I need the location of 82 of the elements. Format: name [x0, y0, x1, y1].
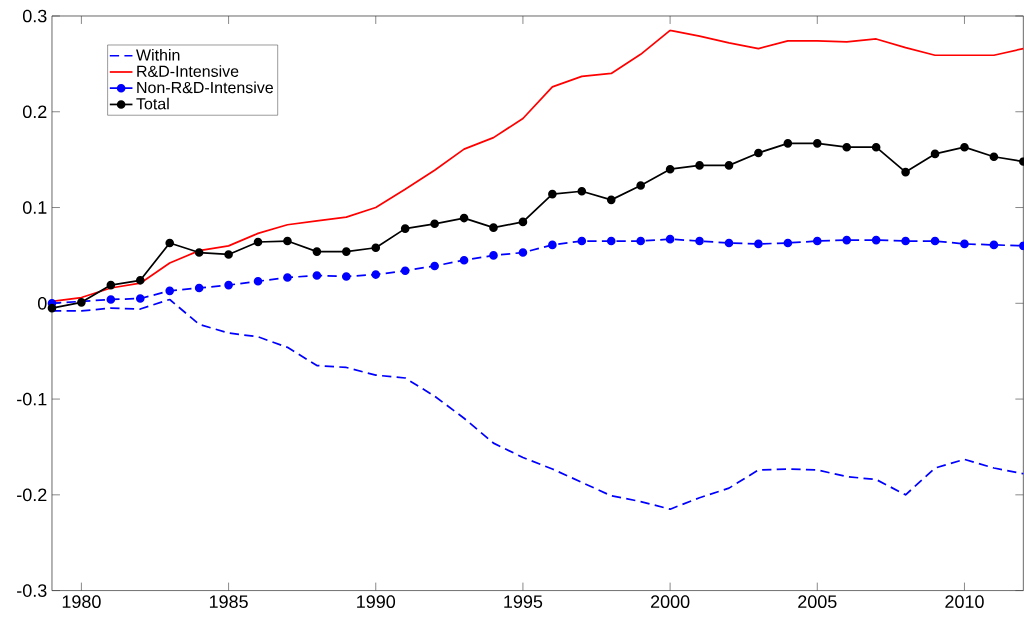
- point: [224, 250, 233, 259]
- x-tick-label: 1980: [62, 595, 101, 609]
- x-tick-label: 1990: [357, 595, 396, 609]
- point: [489, 251, 498, 260]
- point: [135, 276, 145, 285]
- point: [960, 143, 969, 152]
- point: [754, 148, 763, 158]
- x-tick-label: 1995: [504, 595, 543, 609]
- legend-label: Non-R&D-Intensive: [137, 81, 273, 94]
- point: [312, 247, 322, 257]
- point: [342, 247, 351, 257]
- y-tick-label: 0: [37, 297, 47, 310]
- point: [842, 143, 852, 152]
- point: [901, 236, 910, 246]
- point: [548, 240, 557, 250]
- point: [224, 280, 233, 290]
- point: [518, 217, 528, 227]
- point: [371, 270, 381, 280]
- point: [871, 143, 881, 152]
- point: [606, 236, 616, 246]
- point: [724, 161, 734, 170]
- point: [606, 195, 616, 205]
- point: [312, 271, 322, 281]
- point: [253, 277, 263, 286]
- point: [135, 294, 145, 304]
- point: [636, 181, 645, 191]
- point: [518, 248, 528, 258]
- point: [371, 243, 381, 253]
- point: [636, 236, 645, 246]
- point: [960, 239, 969, 249]
- point: [459, 256, 469, 265]
- point: [400, 266, 410, 276]
- x-tick-label: 2010: [945, 595, 984, 609]
- point: [194, 248, 204, 258]
- y-tick-label: -0.2: [17, 488, 47, 502]
- point: [165, 238, 175, 248]
- point: [783, 238, 793, 248]
- point: [989, 152, 999, 162]
- point: [77, 298, 86, 307]
- point: [577, 236, 587, 246]
- legend-label: Within: [136, 49, 180, 61]
- point: [489, 223, 498, 233]
- x-tick-label: 2005: [798, 595, 837, 609]
- point: [989, 240, 999, 250]
- point: [400, 224, 410, 234]
- point: [283, 236, 292, 246]
- point: [901, 167, 910, 177]
- point: [106, 280, 116, 290]
- point: [430, 261, 439, 271]
- point: [665, 235, 675, 244]
- point: [106, 295, 116, 304]
- point: [871, 235, 881, 245]
- point: [165, 286, 175, 296]
- point: [724, 238, 734, 248]
- point: [430, 219, 439, 229]
- y-tick-label: -0.3: [17, 584, 47, 598]
- y-tick-label: 0.2: [22, 105, 47, 119]
- point: [253, 237, 263, 247]
- y-tick-label: 0.3: [22, 9, 47, 23]
- y-tick-label: 0.1: [22, 201, 47, 215]
- point: [695, 236, 704, 246]
- point: [695, 161, 704, 170]
- y-tick-label: -0.1: [17, 392, 47, 406]
- point: [459, 213, 469, 223]
- point: [548, 190, 557, 199]
- x-tick-label: 2000: [651, 595, 690, 609]
- point: [665, 165, 675, 174]
- point: [812, 139, 822, 148]
- point: [194, 283, 204, 293]
- point: [783, 139, 793, 148]
- legend-label: Total: [136, 97, 169, 110]
- point: [754, 239, 763, 249]
- point: [930, 236, 940, 246]
- point: [842, 235, 852, 245]
- point: [930, 149, 940, 159]
- point: [342, 272, 351, 282]
- point: [577, 187, 587, 196]
- point: [283, 273, 292, 282]
- point: [47, 303, 57, 313]
- legend-label: R&D-Intensive: [137, 65, 239, 78]
- x-tick-label: 1985: [209, 595, 248, 609]
- point: [812, 236, 822, 246]
